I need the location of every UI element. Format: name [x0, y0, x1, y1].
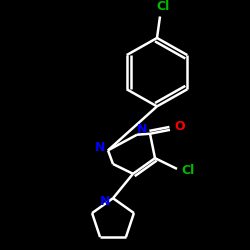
Text: N: N [137, 123, 147, 136]
Text: N: N [95, 141, 105, 154]
Text: N: N [100, 195, 110, 208]
Text: Cl: Cl [156, 0, 170, 13]
Text: O: O [175, 120, 185, 134]
Text: Cl: Cl [182, 164, 194, 177]
